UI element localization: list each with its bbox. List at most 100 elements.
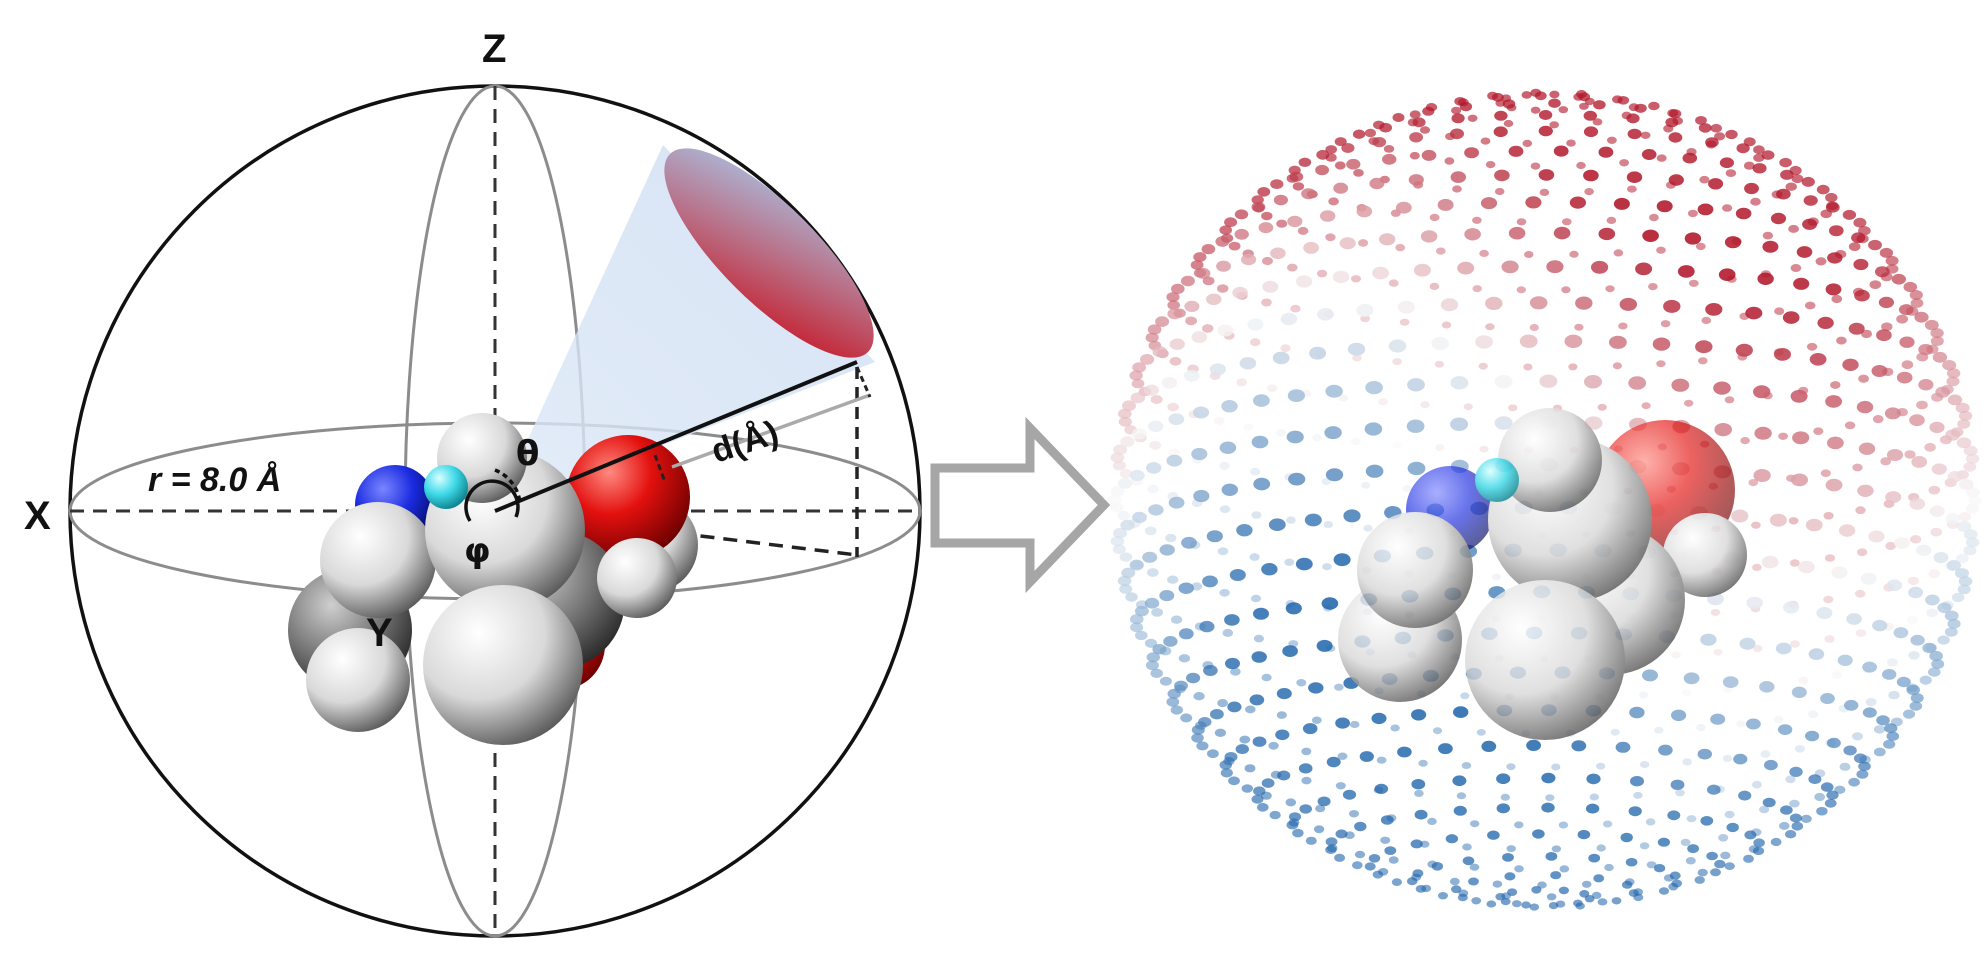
sphere-point bbox=[1869, 280, 1882, 289]
sphere-point bbox=[1392, 358, 1402, 366]
sphere-point bbox=[1583, 110, 1598, 121]
sphere-point bbox=[1210, 709, 1224, 720]
sphere-point bbox=[1774, 307, 1785, 316]
sphere-point bbox=[1503, 119, 1514, 128]
sphere-point bbox=[1110, 536, 1125, 547]
sphere-point bbox=[1311, 716, 1322, 724]
sphere-point bbox=[1356, 303, 1374, 317]
sphere-point bbox=[1928, 667, 1941, 677]
sphere-point bbox=[1627, 128, 1642, 140]
sphere-point bbox=[1646, 861, 1657, 869]
sphere-point bbox=[1184, 300, 1200, 312]
sphere-point bbox=[1783, 601, 1800, 614]
sphere-point bbox=[1470, 820, 1480, 828]
sphere-point bbox=[1438, 892, 1448, 900]
sphere-point bbox=[1267, 384, 1278, 393]
sphere-point bbox=[1110, 502, 1124, 513]
sphere-point bbox=[1834, 785, 1846, 794]
sphere-point bbox=[1558, 886, 1569, 895]
sphere-point bbox=[1807, 710, 1819, 719]
sphere-point bbox=[1220, 768, 1233, 778]
sphere-point bbox=[1532, 829, 1545, 839]
sphere-point bbox=[1872, 415, 1884, 424]
sphere-point bbox=[1930, 336, 1944, 346]
sphere-point bbox=[1597, 403, 1607, 411]
sphere-point bbox=[1224, 752, 1238, 762]
sphere-point bbox=[1635, 262, 1653, 276]
sphere-point bbox=[1753, 469, 1771, 482]
sphere-point bbox=[1262, 280, 1279, 293]
sphere-point bbox=[1360, 314, 1370, 323]
sphere-point bbox=[1113, 527, 1128, 539]
sphere-point bbox=[1700, 816, 1714, 826]
sphere-point bbox=[1705, 137, 1719, 148]
sphere-point bbox=[1569, 250, 1579, 258]
sphere-point bbox=[1657, 837, 1670, 847]
sphere-point bbox=[1481, 740, 1497, 753]
sphere-point bbox=[1537, 881, 1547, 889]
sphere-point bbox=[1202, 276, 1215, 286]
sphere-point bbox=[1909, 414, 1925, 427]
sphere-point bbox=[1705, 303, 1723, 316]
sphere-point bbox=[1801, 176, 1815, 187]
sphere-point bbox=[1352, 354, 1362, 362]
sphere-point bbox=[1861, 572, 1877, 585]
sphere-point bbox=[1884, 407, 1901, 420]
sphere-point bbox=[1579, 890, 1590, 898]
sphere-point bbox=[1372, 870, 1384, 879]
sphere-point bbox=[1909, 498, 1926, 510]
sphere-point bbox=[1351, 438, 1361, 446]
sphere-point bbox=[1762, 797, 1776, 808]
sphere-point bbox=[1951, 592, 1965, 603]
sphere-point bbox=[1776, 188, 1791, 200]
sphere-point bbox=[1480, 137, 1491, 145]
sphere-point bbox=[1347, 342, 1366, 356]
sphere-point bbox=[1561, 286, 1571, 294]
sphere-point bbox=[1718, 834, 1729, 842]
sphere-point bbox=[1221, 400, 1238, 413]
sphere-point bbox=[1639, 691, 1649, 699]
sphere-point bbox=[1724, 396, 1735, 404]
sphere-point bbox=[1937, 635, 1950, 645]
sphere-point bbox=[1214, 728, 1226, 737]
sphere-point bbox=[1607, 136, 1617, 144]
sphere-point bbox=[1619, 159, 1629, 167]
sphere-point bbox=[1656, 200, 1673, 213]
sphere-point bbox=[1761, 150, 1775, 160]
sphere-point bbox=[1286, 430, 1304, 444]
sphere-point bbox=[1904, 450, 1916, 459]
sphere-point bbox=[1884, 723, 1898, 734]
sphere-point bbox=[1798, 676, 1809, 685]
sphere-point bbox=[1234, 209, 1249, 220]
sphere-point bbox=[1149, 440, 1162, 450]
sphere-point bbox=[1236, 524, 1253, 537]
sphere-point bbox=[1718, 268, 1736, 282]
sphere-point bbox=[1196, 741, 1209, 751]
sphere-point bbox=[1413, 263, 1431, 277]
sphere-point bbox=[1298, 157, 1312, 167]
sphere-point bbox=[1930, 527, 1943, 537]
sphere-point bbox=[1309, 346, 1327, 360]
sphere-point bbox=[1684, 399, 1694, 407]
sphere-point bbox=[1924, 442, 1936, 452]
sphere-point bbox=[1698, 123, 1712, 133]
sphere-point bbox=[1147, 324, 1162, 335]
sphere-point bbox=[1880, 457, 1892, 466]
sphere-point bbox=[1288, 472, 1306, 486]
sphere-point bbox=[1276, 711, 1287, 719]
sphere-point bbox=[1696, 724, 1706, 732]
sphere-point bbox=[1147, 568, 1159, 577]
sphere-point bbox=[1363, 524, 1373, 532]
sphere-point bbox=[1480, 197, 1498, 210]
sphere-point bbox=[1519, 334, 1538, 348]
sphere-point bbox=[1452, 185, 1462, 193]
radius-label: r = 8.0 Å bbox=[148, 461, 281, 499]
sphere-point bbox=[1178, 654, 1191, 663]
sphere-point bbox=[1131, 428, 1147, 440]
sphere-point bbox=[1963, 529, 1978, 540]
sphere-point bbox=[1308, 682, 1324, 694]
sphere-point bbox=[1856, 548, 1868, 557]
sphere-point bbox=[1129, 370, 1143, 381]
sphere-point bbox=[1857, 484, 1874, 497]
sphere-point bbox=[1876, 715, 1890, 726]
